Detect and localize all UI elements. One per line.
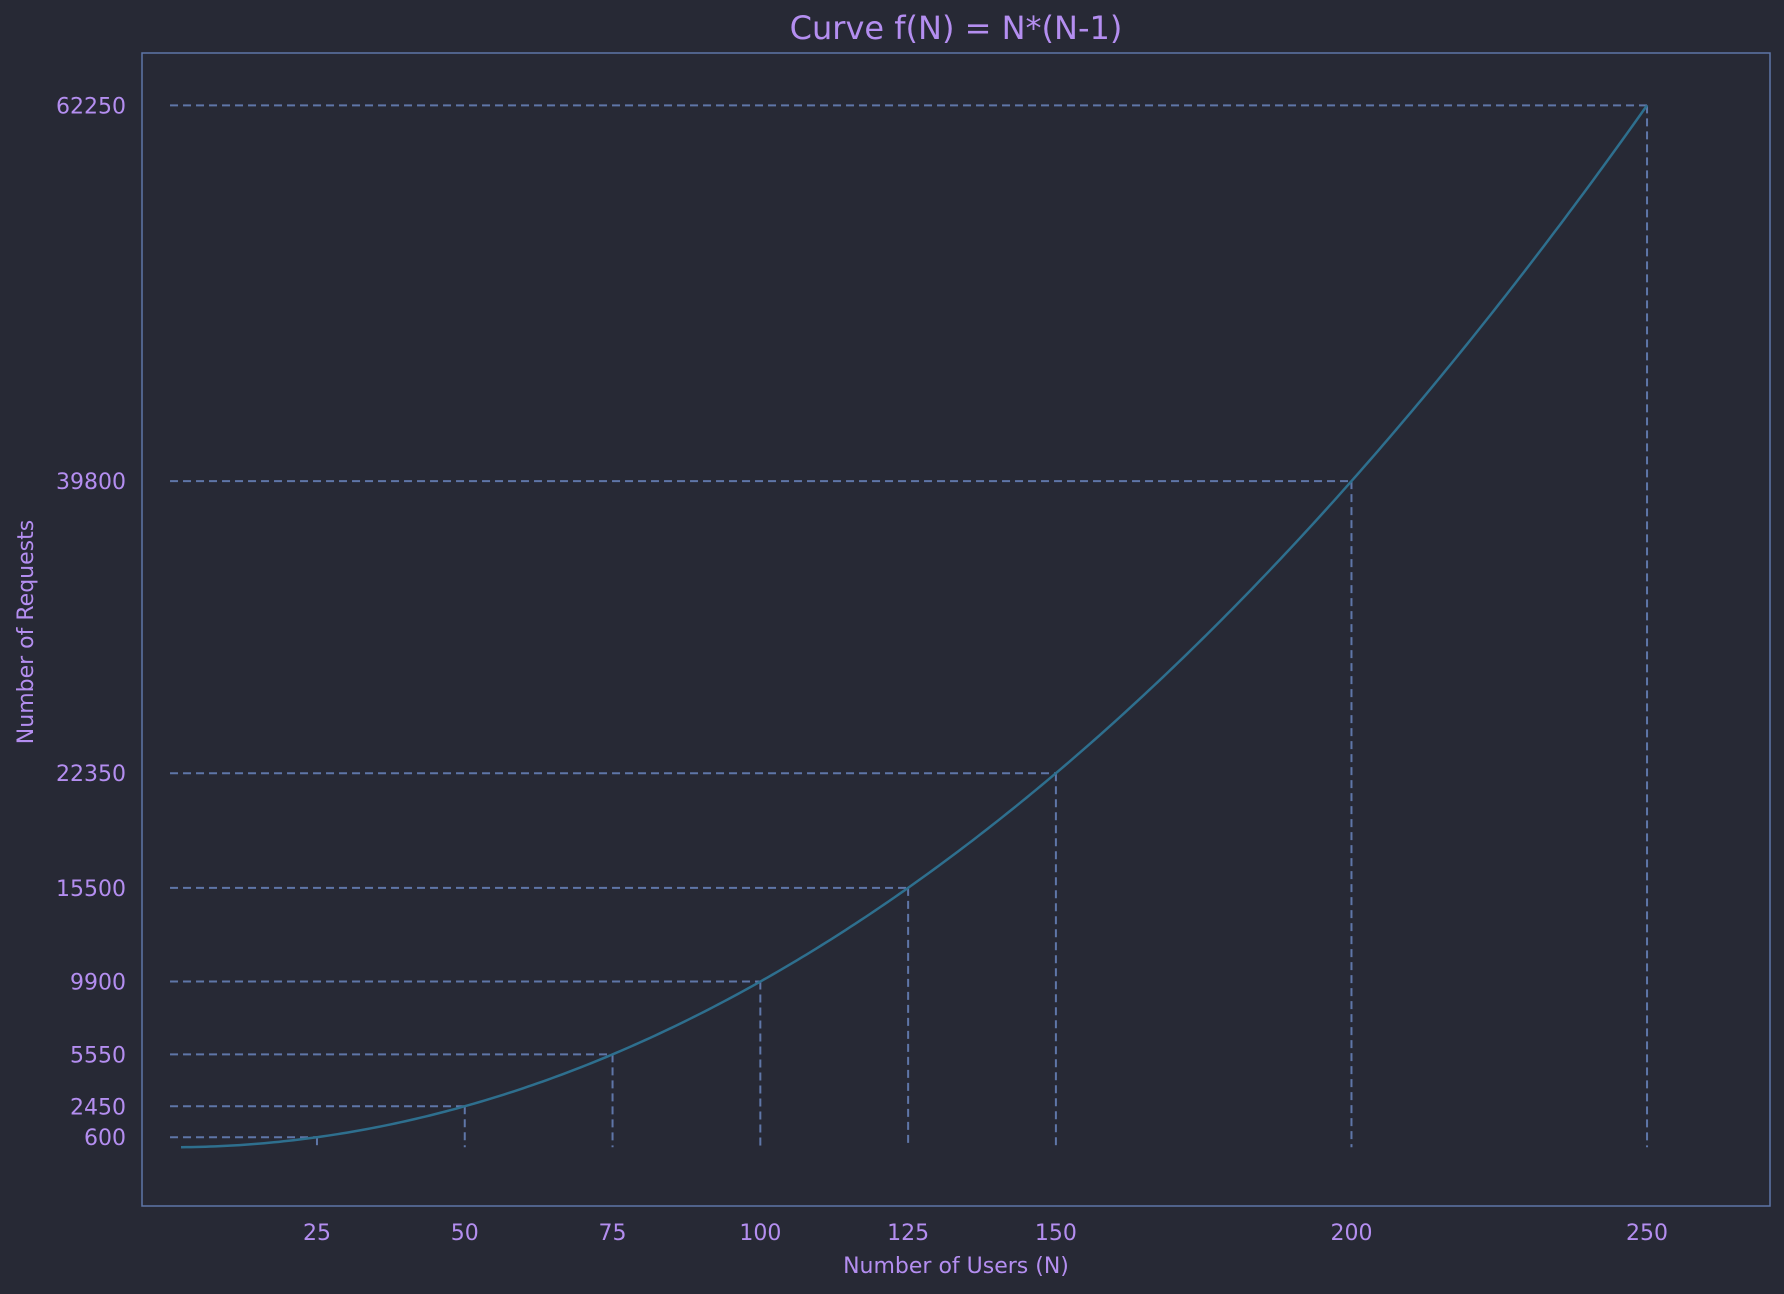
y-tick-label-5: 22350 <box>56 762 126 787</box>
y-tick-label-1: 2450 <box>70 1095 126 1120</box>
y-tick-label-4: 15500 <box>56 877 126 902</box>
y-tick-labels: 600 2450 5550 9900 15500 22350 39800 62250 <box>56 94 126 1151</box>
x-tick-label-3: 100 <box>739 1221 781 1246</box>
x-tick-label-0: 25 <box>303 1221 331 1246</box>
guide-lines <box>170 104 1649 1148</box>
x-tick-label-6: 200 <box>1330 1221 1372 1246</box>
y-tick-label-7: 62250 <box>56 94 126 119</box>
x-tick-labels: 25 50 75 100 125 150 200 250 <box>303 1221 1668 1246</box>
series-line <box>181 104 1649 1149</box>
x-tick-label-5: 150 <box>1035 1221 1077 1246</box>
y-axis-label: Number of Requests <box>14 520 39 744</box>
y-tick-label-2: 5550 <box>70 1043 126 1068</box>
y-tick-label-0: 600 <box>84 1126 126 1151</box>
plot-frame <box>141 52 1771 1207</box>
x-axis-label: Number of Users (N) <box>843 1254 1069 1279</box>
x-tick-label-2: 75 <box>599 1221 627 1246</box>
y-tick-label-3: 9900 <box>70 971 126 996</box>
x-tick-label-7: 250 <box>1626 1221 1668 1246</box>
x-tick-label-4: 125 <box>887 1221 929 1246</box>
y-tick-label-6: 39800 <box>56 470 126 495</box>
x-tick-label-1: 50 <box>451 1221 479 1246</box>
chart-title: Curve f(N) = N*(N-1) <box>790 9 1123 47</box>
